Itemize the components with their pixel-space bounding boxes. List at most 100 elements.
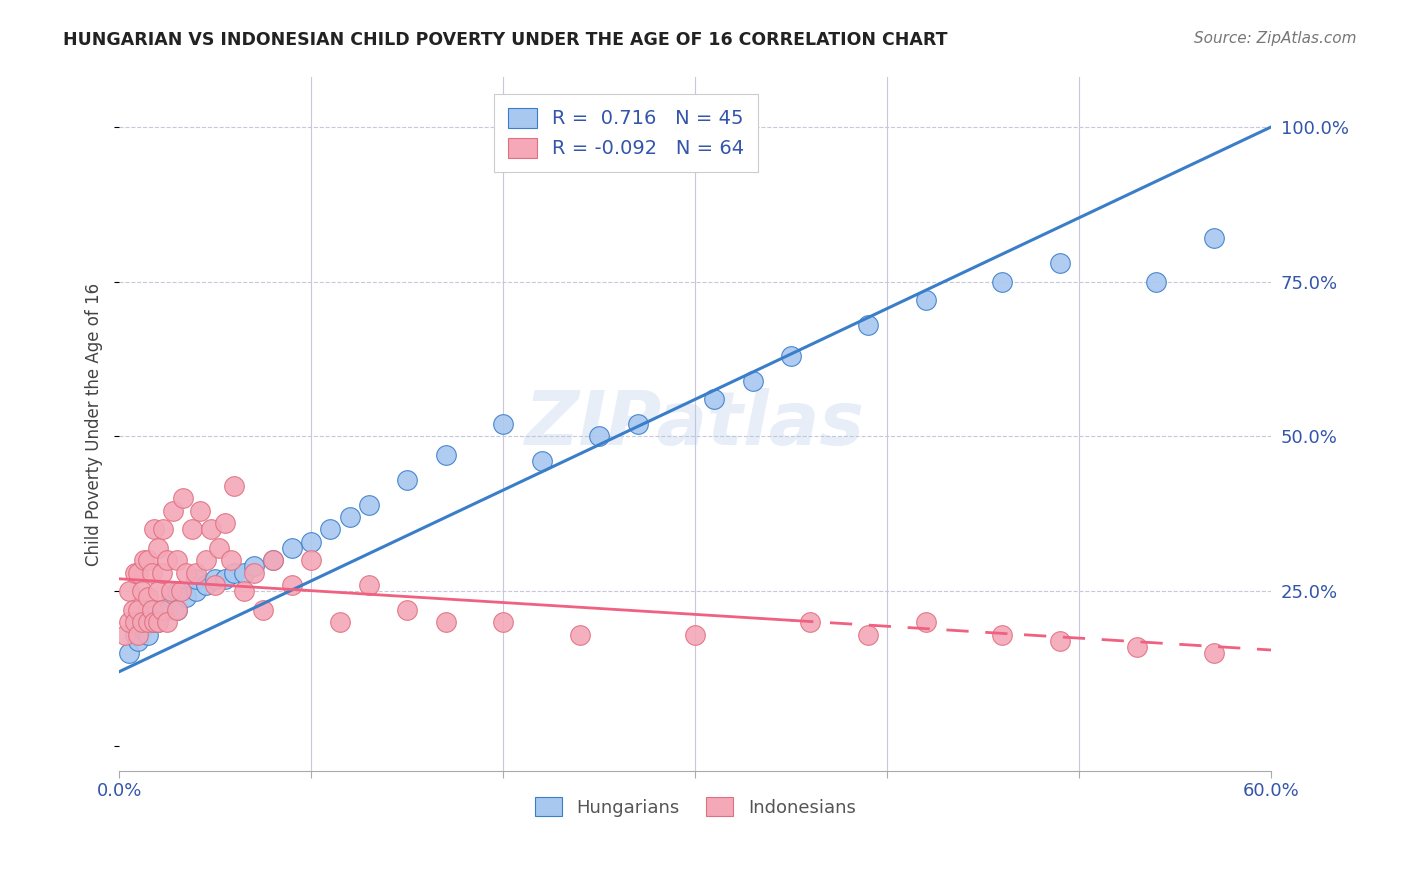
Point: [166, 603, 188, 617]
Point: [156, 553, 179, 567]
Y-axis label: Child Poverty Under the Age of 16: Child Poverty Under the Age of 16: [86, 283, 103, 566]
Point: [204, 578, 226, 592]
Point: [224, 479, 246, 493]
Point: [136, 591, 159, 605]
Point: [136, 603, 159, 617]
Point: [124, 566, 146, 580]
Point: [588, 429, 610, 443]
Point: [127, 566, 149, 580]
Text: HUNGARIAN VS INDONESIAN CHILD POVERTY UNDER THE AGE OF 16 CORRELATION CHART: HUNGARIAN VS INDONESIAN CHILD POVERTY UN…: [63, 31, 948, 49]
Point: [131, 615, 153, 629]
Point: [1144, 275, 1167, 289]
Point: [856, 318, 879, 332]
Point: [150, 566, 173, 580]
Point: [1202, 231, 1225, 245]
Point: [136, 553, 159, 567]
Point: [357, 578, 380, 592]
Point: [166, 584, 188, 599]
Point: [166, 553, 188, 567]
Point: [1049, 633, 1071, 648]
Point: [683, 627, 706, 641]
Point: [170, 584, 193, 599]
Point: [434, 448, 457, 462]
Point: [146, 615, 169, 629]
Point: [166, 603, 188, 617]
Point: [136, 615, 159, 629]
Point: [262, 553, 284, 567]
Point: [1202, 646, 1225, 660]
Point: [262, 553, 284, 567]
Point: [233, 584, 256, 599]
Point: [127, 615, 149, 629]
Point: [281, 541, 304, 555]
Point: [214, 572, 236, 586]
Point: [219, 553, 242, 567]
Point: [281, 578, 304, 592]
Point: [136, 627, 159, 641]
Point: [204, 572, 226, 586]
Point: [396, 603, 419, 617]
Point: [141, 603, 163, 617]
Point: [142, 615, 165, 629]
Point: [214, 516, 236, 530]
Point: [741, 374, 763, 388]
Point: [780, 349, 803, 363]
Point: [184, 566, 207, 580]
Point: [127, 627, 149, 641]
Point: [118, 646, 141, 660]
Text: Source: ZipAtlas.com: Source: ZipAtlas.com: [1194, 31, 1357, 46]
Point: [141, 566, 163, 580]
Point: [118, 584, 141, 599]
Legend: Hungarians, Indonesians: Hungarians, Indonesians: [527, 790, 863, 824]
Point: [434, 615, 457, 629]
Point: [991, 627, 1014, 641]
Point: [233, 566, 256, 580]
Point: [146, 615, 169, 629]
Point: [1049, 256, 1071, 270]
Point: [224, 566, 246, 580]
Point: [162, 504, 184, 518]
Point: [492, 615, 515, 629]
Point: [142, 615, 165, 629]
Point: [208, 541, 231, 555]
Point: [492, 417, 515, 431]
Point: [146, 541, 169, 555]
Point: [319, 522, 342, 536]
Point: [569, 627, 592, 641]
Point: [200, 522, 222, 536]
Point: [124, 627, 146, 641]
Point: [131, 621, 153, 635]
Point: [184, 572, 207, 586]
Point: [194, 553, 217, 567]
Point: [176, 566, 198, 580]
Point: [152, 522, 174, 536]
Point: [655, 151, 678, 165]
Point: [150, 603, 173, 617]
Point: [329, 615, 352, 629]
Point: [121, 603, 143, 617]
Point: [184, 584, 207, 599]
Point: [160, 584, 183, 599]
Point: [124, 615, 146, 629]
Point: [176, 591, 198, 605]
Point: [172, 491, 194, 506]
Point: [131, 584, 153, 599]
Point: [160, 591, 183, 605]
Point: [188, 504, 211, 518]
Point: [142, 522, 165, 536]
Point: [856, 627, 879, 641]
Point: [114, 627, 136, 641]
Point: [134, 553, 156, 567]
Point: [156, 603, 179, 617]
Point: [991, 275, 1014, 289]
Point: [127, 603, 149, 617]
Point: [914, 615, 936, 629]
Point: [252, 603, 274, 617]
Point: [339, 509, 361, 524]
Point: [799, 615, 821, 629]
Point: [181, 522, 204, 536]
Point: [194, 578, 217, 592]
Point: [156, 615, 179, 629]
Point: [150, 603, 173, 617]
Point: [1125, 640, 1147, 654]
